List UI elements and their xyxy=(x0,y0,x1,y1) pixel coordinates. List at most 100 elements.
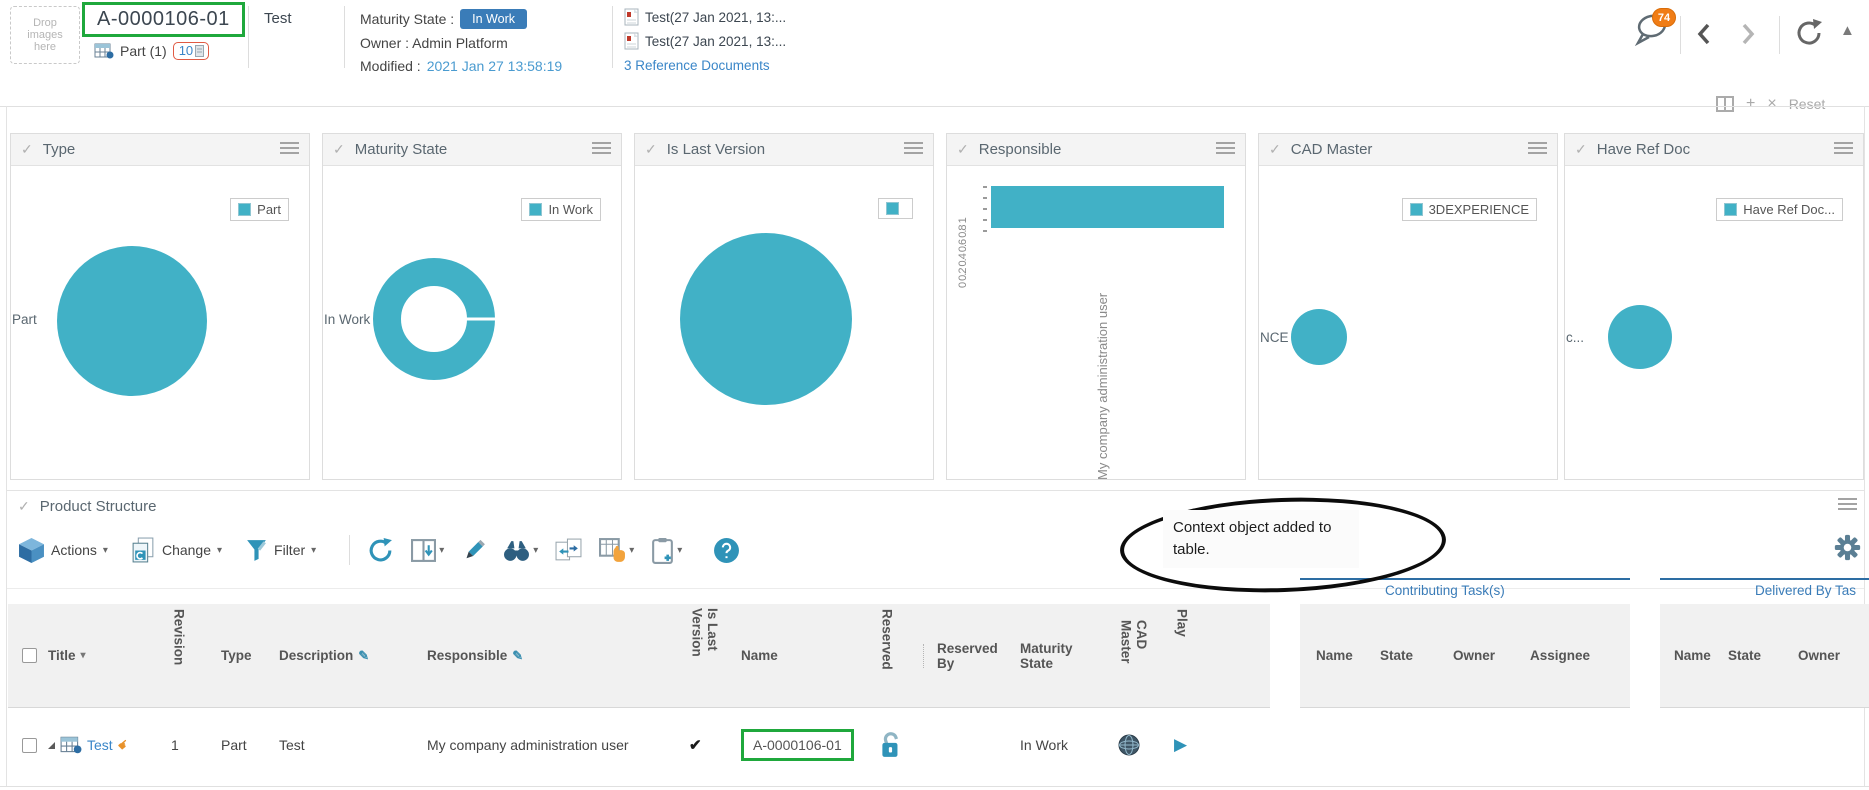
row-cad-master xyxy=(1118,734,1174,756)
legend-item[interactable]: In Work xyxy=(521,198,601,221)
widget-menu-icon[interactable] xyxy=(1834,142,1853,157)
search-structure-button[interactable]: ▾ xyxy=(503,539,538,562)
compare-panes-button[interactable] xyxy=(555,538,582,563)
group-label-contributing-tasks: Contributing Task(s) xyxy=(1385,583,1505,598)
filter-menu-button[interactable]: Filter ▾ xyxy=(245,538,316,563)
header-separator xyxy=(612,6,613,68)
column-label: Title xyxy=(48,648,76,663)
reference-documents-link[interactable]: 3 Reference Documents xyxy=(624,58,770,73)
add-widget-icon[interactable]: + xyxy=(1746,95,1756,112)
column-header-task-name[interactable]: Name xyxy=(1300,648,1380,663)
column-header-task-state[interactable]: State xyxy=(1380,648,1453,663)
legend-swatch xyxy=(238,203,252,216)
widget-title: Maturity State xyxy=(354,141,448,158)
column-header-task-owner[interactable]: Owner xyxy=(1798,648,1869,663)
play-icon[interactable]: ▶ xyxy=(1174,735,1188,754)
column-header-reserved[interactable]: Reserved xyxy=(879,609,923,703)
bubble[interactable] xyxy=(1291,309,1347,365)
bar[interactable] xyxy=(991,186,1224,228)
column-header-description[interactable]: Description ✎ xyxy=(279,648,427,664)
widget-menu-icon[interactable] xyxy=(1216,142,1235,157)
column-header-play[interactable]: Play xyxy=(1174,609,1270,703)
pencil-icon xyxy=(466,539,486,558)
attachments-badge-red-annotation[interactable]: 10 xyxy=(172,42,210,60)
table-columns-icon xyxy=(411,538,437,562)
section-menu-icon[interactable] xyxy=(1838,498,1857,513)
widget-menu-icon[interactable] xyxy=(592,142,611,157)
legend-item[interactable]: Have Ref Doc... xyxy=(1716,198,1843,221)
column-header-type[interactable]: Type xyxy=(221,648,279,663)
widget-menu-icon[interactable] xyxy=(904,142,923,157)
help-icon xyxy=(714,537,740,563)
reference-document-item[interactable]: Test(27 Jan 2021, 13:... xyxy=(624,8,786,26)
reset-button[interactable]: Reset xyxy=(1788,96,1826,112)
widget-menu-icon[interactable] xyxy=(1528,142,1547,157)
column-header-revision[interactable]: Revision xyxy=(171,609,221,703)
legend-swatch xyxy=(1409,203,1423,216)
collapse-triangle-icon[interactable]: ▲ xyxy=(1840,22,1855,39)
widget-responsible: ✓ Responsible 0 0.2 0.4 0.6 0.8 1 My com… xyxy=(946,133,1246,480)
column-header-title[interactable]: Title ▾ xyxy=(48,648,171,663)
chevron-down-icon: ▾ xyxy=(102,544,108,556)
reference-document-item[interactable]: Test(27 Jan 2021, 13:... xyxy=(624,32,786,50)
edit-pencil-icon: ✎ xyxy=(512,647,524,663)
widget-header: ✓ CAD Master xyxy=(1259,134,1557,166)
expand-row-icon[interactable] xyxy=(48,741,55,749)
row-checkbox[interactable] xyxy=(22,737,37,753)
forward-chevron-icon[interactable] xyxy=(1740,22,1756,46)
legend-item[interactable]: Part xyxy=(230,198,289,221)
column-header-is-last-version[interactable]: Is Last Version xyxy=(689,608,741,703)
select-in-table-button[interactable]: ▾ xyxy=(599,537,634,563)
row-is-last-version: ✔ xyxy=(689,736,741,754)
column-label: Owner xyxy=(1798,648,1841,663)
widget-menu-icon[interactable] xyxy=(280,142,299,157)
object-type-line: Part (1) 10 xyxy=(94,42,210,60)
column-label: Owner xyxy=(1453,648,1496,663)
column-separator xyxy=(923,643,924,668)
close-icon[interactable]: × xyxy=(1767,95,1777,112)
column-header-maturity-state[interactable]: Maturity State xyxy=(1020,641,1118,671)
column-header-task-state[interactable]: State xyxy=(1728,648,1798,663)
column-header-task-assignee[interactable]: Assignee xyxy=(1530,648,1630,663)
actions-menu-button[interactable]: Actions ▾ xyxy=(18,537,108,564)
pie-slice[interactable] xyxy=(57,246,207,396)
unlock-icon[interactable] xyxy=(879,731,903,759)
column-header-task-name[interactable]: Name xyxy=(1660,648,1728,663)
column-label: Maturity State xyxy=(1020,640,1073,671)
refresh-table-button[interactable] xyxy=(367,537,394,564)
legend-item[interactable] xyxy=(878,198,913,219)
chevron-down-icon: ▾ xyxy=(533,544,539,556)
header-separator xyxy=(1779,16,1780,54)
cell-value: In Work xyxy=(1020,737,1068,753)
table-settings-gear-icon[interactable] xyxy=(1834,534,1861,561)
column-header-responsible[interactable]: Responsible ✎ xyxy=(427,648,689,664)
bubble[interactable] xyxy=(1608,305,1672,369)
column-header-cad-master[interactable]: CAD Master xyxy=(1118,620,1174,692)
product-structure-header: ✓ Product Structure xyxy=(18,498,156,515)
column-header-name[interactable]: Name xyxy=(741,648,879,663)
row-title-link[interactable]: Test xyxy=(87,737,113,753)
drop-images-zone[interactable]: Drop images here xyxy=(10,6,80,64)
help-button[interactable] xyxy=(713,537,740,564)
refresh-icon[interactable] xyxy=(1793,18,1825,48)
value-axis-labels: 0 0.2 0.4 0.6 0.8 1 xyxy=(957,218,969,288)
legend-item[interactable]: 3DEXPERIENCE xyxy=(1401,198,1537,221)
back-chevron-icon[interactable] xyxy=(1696,22,1712,46)
header-separator xyxy=(1680,16,1681,54)
notification-count-badge: 74 xyxy=(1652,8,1676,27)
add-to-clipboard-button[interactable]: ▾ xyxy=(651,537,682,564)
column-label: Reserved xyxy=(879,608,895,670)
donut-slice[interactable] xyxy=(373,258,496,380)
column-settings-button[interactable]: ▾ xyxy=(411,538,444,562)
column-header-reserved-by[interactable]: Reserved By xyxy=(923,641,1020,671)
edit-button[interactable] xyxy=(461,538,486,563)
column-header-task-owner[interactable]: Owner xyxy=(1453,648,1530,663)
columns-layout-icon[interactable] xyxy=(1716,96,1734,112)
column-label: State xyxy=(1380,648,1414,663)
select-all-checkbox[interactable] xyxy=(22,648,37,663)
legend-label: Part xyxy=(257,202,281,217)
group-underline xyxy=(1300,578,1630,580)
change-menu-button[interactable]: Change ▾ xyxy=(131,537,222,564)
toolbar-separator xyxy=(349,535,351,565)
pie-slice[interactable] xyxy=(680,233,852,405)
